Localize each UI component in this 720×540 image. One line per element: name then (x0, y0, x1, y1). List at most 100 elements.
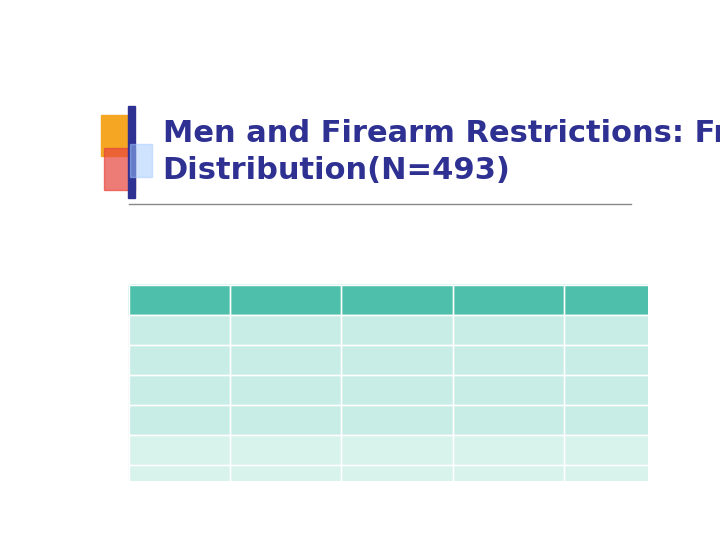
Bar (129, 465, 230, 495)
Bar (129, 285, 230, 315)
Bar (341, 465, 453, 495)
Text: RF: RF (466, 291, 495, 309)
Bar (453, 375, 564, 405)
Text: Distribution(N=493): Distribution(N=493) (163, 156, 510, 185)
Bar (129, 375, 230, 405)
Bar (453, 435, 564, 465)
Bar (564, 465, 687, 495)
Bar (453, 285, 564, 315)
Bar (129, 465, 230, 495)
Text: CF: CF (354, 291, 382, 309)
Bar (341, 465, 453, 495)
Bar (453, 375, 564, 405)
Bar (564, 405, 687, 435)
Bar (453, 345, 564, 375)
Bar (341, 435, 453, 465)
Bar (564, 345, 687, 375)
Text: .52: .52 (466, 321, 498, 340)
Bar (453, 315, 564, 345)
Bar (129, 315, 230, 345)
Bar (129, 435, 230, 465)
Bar (564, 375, 687, 405)
Bar (453, 405, 564, 435)
Bar (341, 405, 453, 435)
Bar (341, 315, 453, 345)
Bar (341, 315, 453, 345)
Bar (453, 465, 564, 495)
Bar (129, 375, 230, 405)
Bar (230, 465, 341, 495)
Text: 193: 193 (243, 381, 280, 400)
Text: .99: .99 (579, 381, 610, 400)
Bar (564, 405, 687, 435)
Bar (341, 285, 453, 315)
Bar (230, 405, 341, 435)
Bar (453, 285, 564, 315)
Bar (564, 375, 687, 405)
Text: .39: .39 (466, 381, 497, 400)
Bar (129, 345, 230, 375)
Bar (230, 405, 341, 435)
Text: No opinion: No opinion (135, 410, 239, 429)
Bar (453, 405, 564, 435)
Bar (564, 315, 687, 345)
Bar (101, 114, 132, 156)
Text: .08: .08 (466, 350, 497, 369)
Bar (564, 465, 687, 495)
Text: 1: 1 (579, 410, 591, 429)
Bar (230, 345, 341, 375)
Bar (230, 435, 341, 465)
Bar (230, 435, 341, 465)
Bar (564, 285, 687, 315)
Bar (341, 375, 453, 405)
Text: 488: 488 (354, 381, 392, 400)
Text: 39: 39 (243, 350, 268, 369)
Text: 256: 256 (243, 321, 280, 340)
Text: More: More (135, 321, 183, 340)
Bar (341, 405, 453, 435)
Bar (564, 345, 687, 375)
Bar (128, 106, 135, 198)
Bar (129, 405, 230, 435)
Bar (129, 285, 230, 315)
Bar (453, 345, 564, 375)
Bar (341, 375, 453, 405)
Text: 295: 295 (354, 350, 392, 369)
Text: 5: 5 (243, 410, 256, 429)
Bar (230, 315, 341, 345)
Bar (129, 405, 230, 435)
Text: Less: Less (135, 350, 177, 369)
Text: Same: Same (135, 381, 190, 400)
Bar (564, 285, 687, 315)
Text: 493: 493 (354, 410, 392, 429)
Bar (453, 435, 564, 465)
Bar (341, 285, 453, 315)
Bar (453, 315, 564, 345)
Bar (230, 315, 341, 345)
Text: .52: .52 (579, 321, 610, 340)
Bar (341, 435, 453, 465)
Bar (104, 148, 135, 190)
Bar (129, 345, 230, 375)
Bar (230, 375, 341, 405)
Bar (230, 465, 341, 495)
Text: .01: .01 (466, 410, 497, 429)
Bar (230, 285, 341, 315)
Bar (230, 375, 341, 405)
Text: Men and Firearm Restrictions: Frequency: Men and Firearm Restrictions: Frequency (163, 119, 720, 148)
Bar (129, 435, 230, 465)
Bar (341, 345, 453, 375)
Text: F: F (243, 291, 256, 309)
Bar (341, 345, 453, 375)
Text: CRF: CRF (579, 291, 621, 309)
Bar (230, 345, 341, 375)
Bar (230, 285, 341, 315)
Bar (564, 435, 687, 465)
Bar (564, 435, 687, 465)
Bar (130, 144, 153, 177)
Text: .60: .60 (579, 350, 610, 369)
Bar (564, 315, 687, 345)
Bar (453, 465, 564, 495)
Text: 256: 256 (354, 321, 392, 340)
Bar (129, 315, 230, 345)
